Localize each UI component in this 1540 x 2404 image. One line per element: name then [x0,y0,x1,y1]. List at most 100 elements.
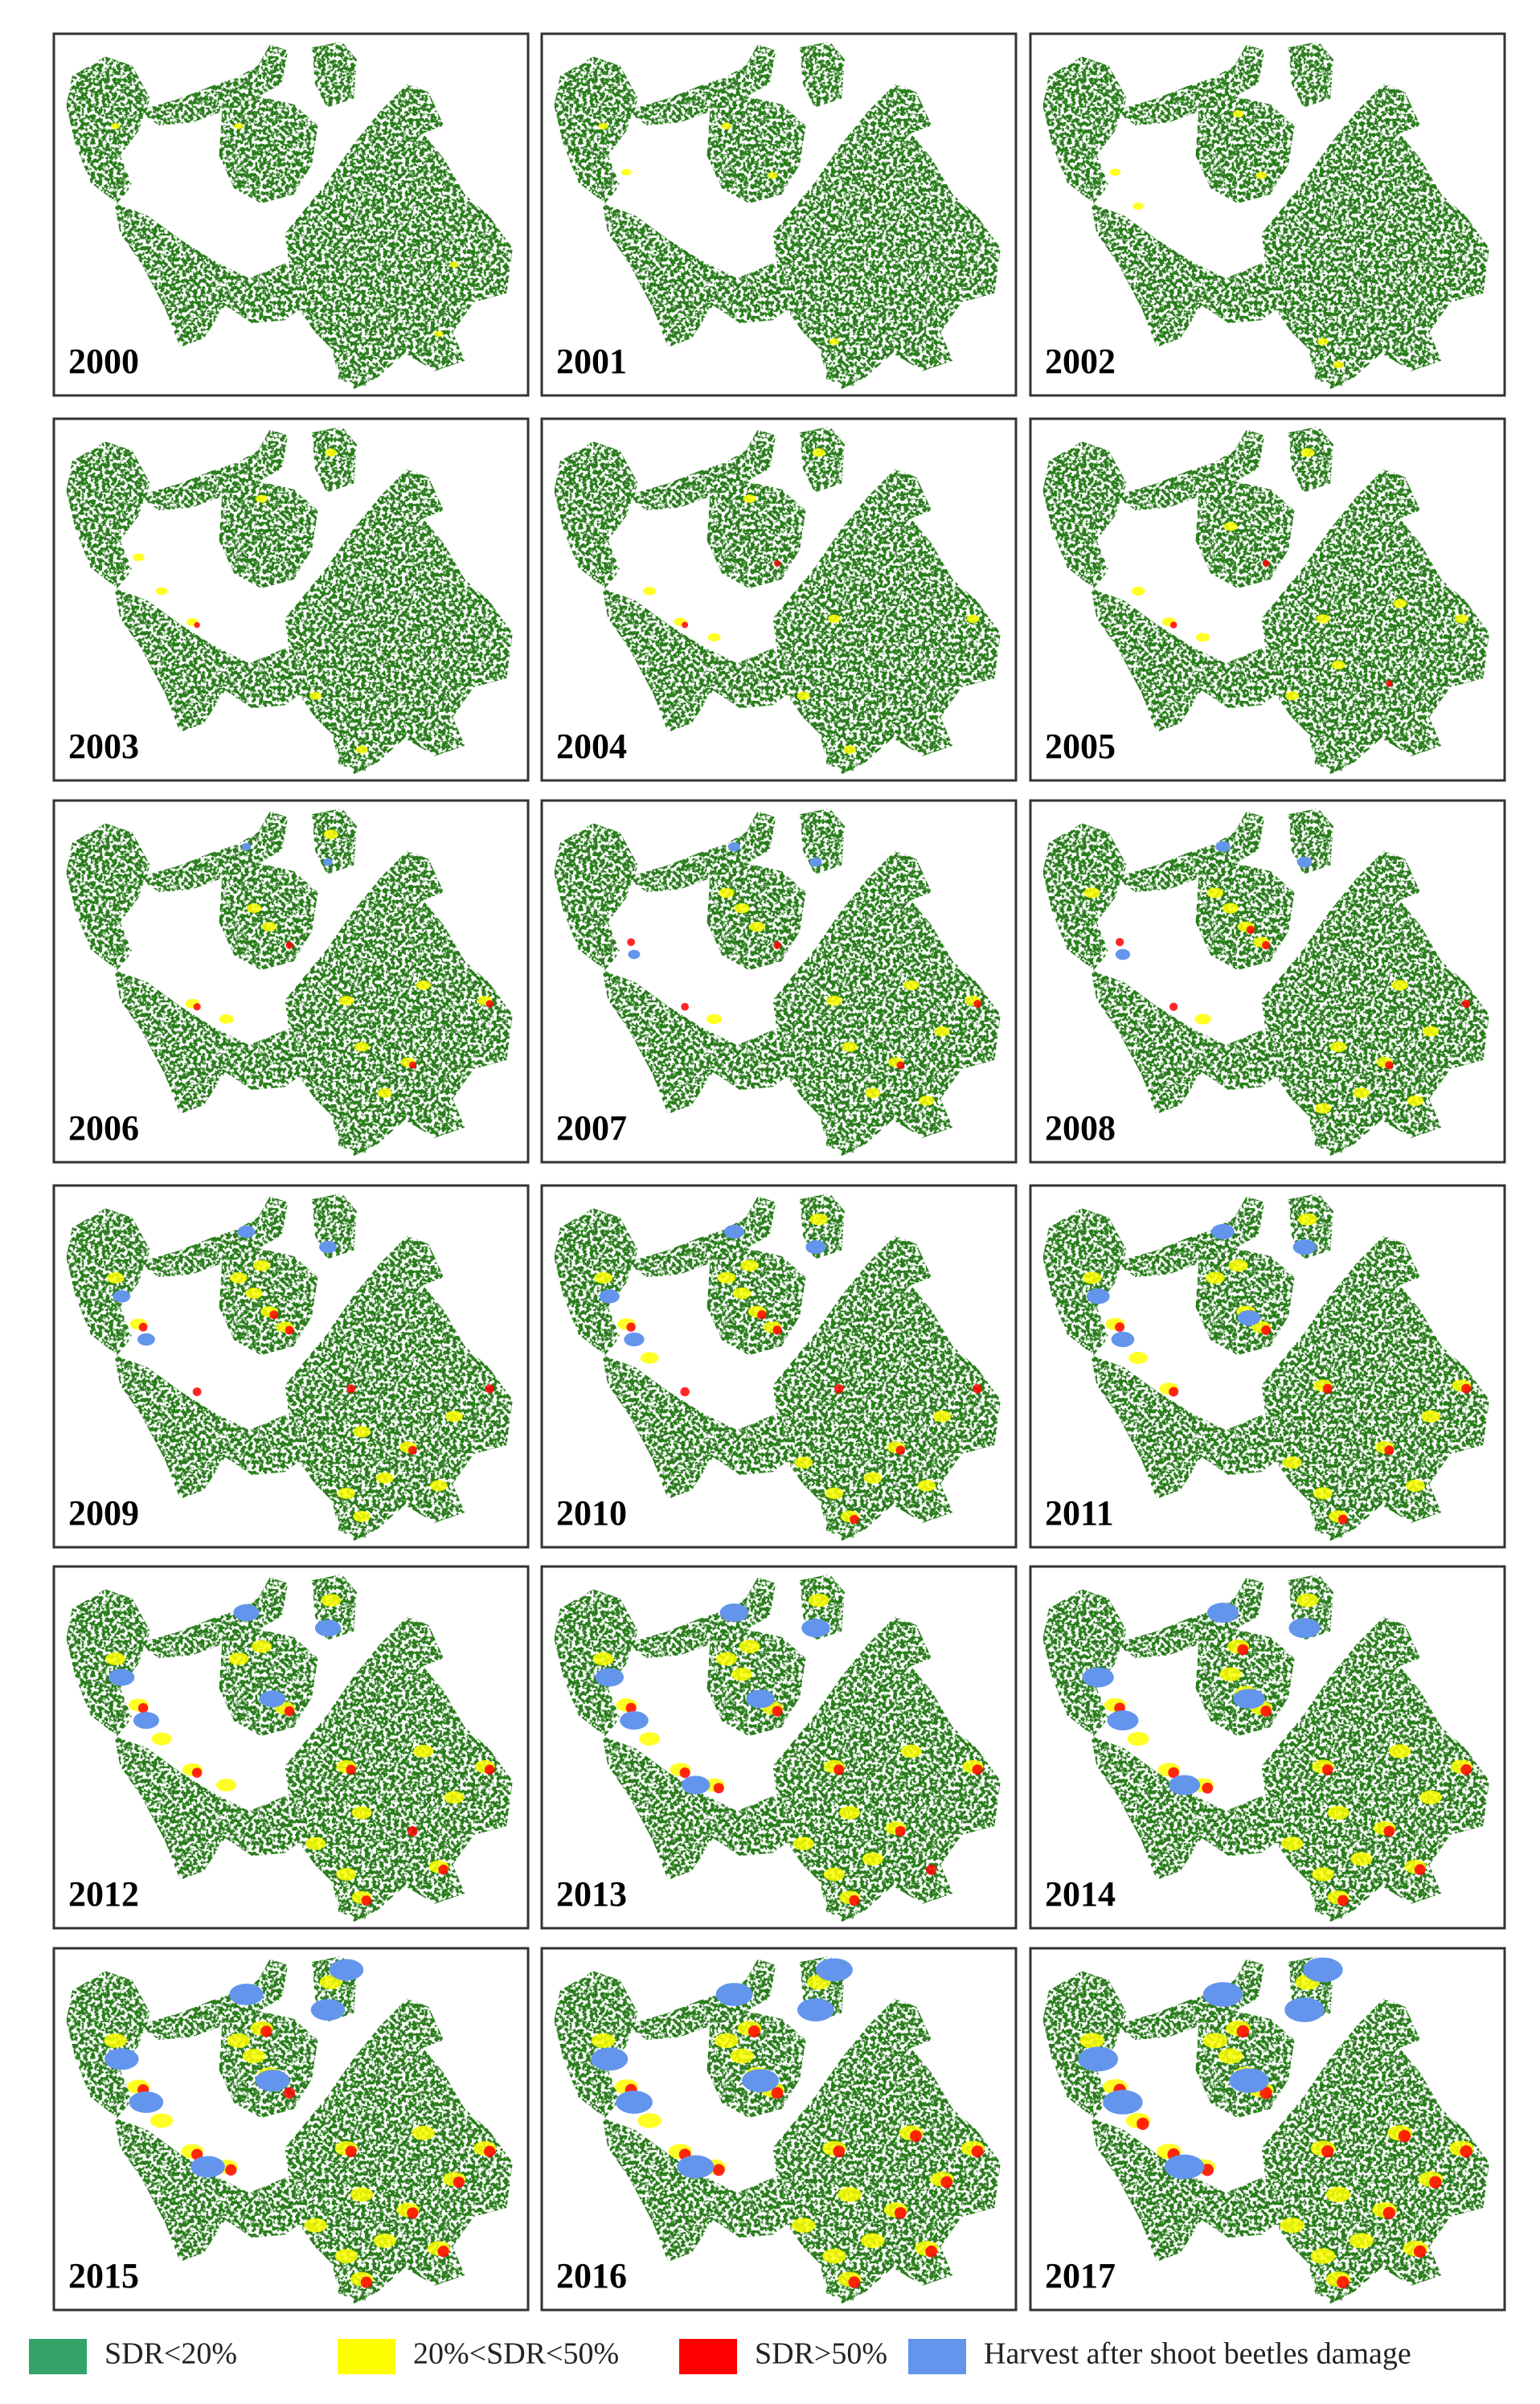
year-label: 2006 [68,1108,139,1148]
damage-spot [151,1732,172,1746]
damage-spot [768,172,778,179]
damage-spot [707,633,721,642]
legend-swatch [29,2339,87,2374]
year-label: 2013 [556,1874,627,1914]
damage-spot [1262,559,1270,567]
year-label: 2007 [556,1108,627,1148]
harvest-spot [591,2047,629,2071]
damage-spot [823,1867,846,1882]
damage-spot [919,1096,935,1106]
harvest-spot [1169,1775,1201,1796]
harvest-spot [746,1689,775,1709]
damage-spot [219,1014,234,1024]
damage-spot [1259,2087,1272,2099]
damage-spot [917,1480,936,1492]
damage-spot [713,1783,724,1794]
damage-spot [1219,1667,1242,1681]
damage-spot [643,587,657,596]
damage-spot [1282,1456,1302,1469]
harvest-spot [595,1668,625,1687]
damage-spot [105,1652,126,1665]
damage-spot [1383,1825,1395,1837]
damage-spot [592,1652,614,1666]
damage-spot [1280,2218,1304,2234]
damage-spot [1337,1514,1348,1525]
damage-spot [833,1764,845,1775]
harvest-spot [1288,1618,1321,1639]
map-panel: 2010 [540,1184,1018,1549]
damage-spot [934,1026,950,1037]
year-label: 2003 [68,727,139,766]
damage-spot [1398,2129,1411,2143]
map-panel: 2004 [540,417,1018,782]
damage-spot [485,1384,494,1394]
harvest-spot [1078,2046,1118,2072]
harvest-spot [1233,1689,1265,1710]
damage-spot [1461,999,1471,1008]
legend-label: 20%<SDR<50% [413,2337,619,2371]
damage-spot [865,1087,881,1099]
damage-spot [861,2233,885,2249]
damage-spot [679,1767,690,1779]
damage-spot [1414,1864,1426,1876]
damage-spot [972,1764,983,1775]
harvest-spot [1215,841,1231,853]
damage-spot [338,1488,355,1499]
legend: SDR<20% 20%<SDR<50% SDR>50% Harvest after s… [29,2337,1411,2374]
map-panel: 2013 [540,1565,1018,1930]
damage-spot [376,1472,394,1484]
damage-spot [1255,171,1268,179]
damage-spot [1223,522,1238,531]
damage-spot [1202,2033,1228,2049]
damage-spot [132,553,145,562]
damage-spot [797,691,810,700]
damage-spots [132,448,368,754]
damage-spot [1109,168,1121,176]
damage-spot [1385,1061,1394,1070]
damage-spot [1454,614,1468,624]
damage-spot [809,1213,829,1226]
damage-spot [453,2176,465,2189]
damage-spot [900,1744,922,1759]
damage-spot [444,1791,465,1804]
map-panel: 2001 [540,32,1018,397]
damage-spot [252,1640,272,1653]
damage-spot [594,1272,613,1284]
damage-spot [625,1702,637,1714]
damage-spot [350,2187,374,2202]
damage-spot [827,614,841,624]
damage-spot [269,1310,279,1320]
damage-spot [1236,2025,1250,2038]
damage-spot [1312,1867,1334,1882]
harvest-spot [677,2155,715,2179]
damage-spot [1281,1837,1304,1851]
damage-spot [621,169,632,176]
map-panel: 2016 [540,1947,1018,2312]
harvest-spot [1296,856,1313,868]
damage-spot [681,1002,689,1011]
damage-spot [1317,338,1329,346]
damage-spot [1195,633,1210,642]
harvest-spot [1237,1310,1261,1326]
harvest-spot [190,2156,225,2178]
year-label: 2015 [68,2256,139,2295]
damage-spot [413,1744,434,1758]
harvest-spot [1086,1288,1110,1304]
damage-spot [227,2033,251,2048]
map-panel: 2006 [52,799,530,1164]
damage-spot [1300,448,1315,457]
damage-spot [106,1272,125,1284]
damage-spots [1082,1593,1472,1906]
damage-spot [925,2245,938,2258]
damage-spot [822,2248,846,2264]
damage-spot [825,1487,844,1500]
damage-spot [430,1480,448,1492]
damage-spot [1115,938,1124,947]
damage-spot [1082,1272,1102,1284]
damage-spot [412,2125,435,2140]
damage-spot [1285,691,1300,701]
damage-spots [1109,110,1344,369]
damage-spot [1337,2275,1350,2289]
damage-spot [304,2218,327,2233]
damage-spot [773,941,781,949]
